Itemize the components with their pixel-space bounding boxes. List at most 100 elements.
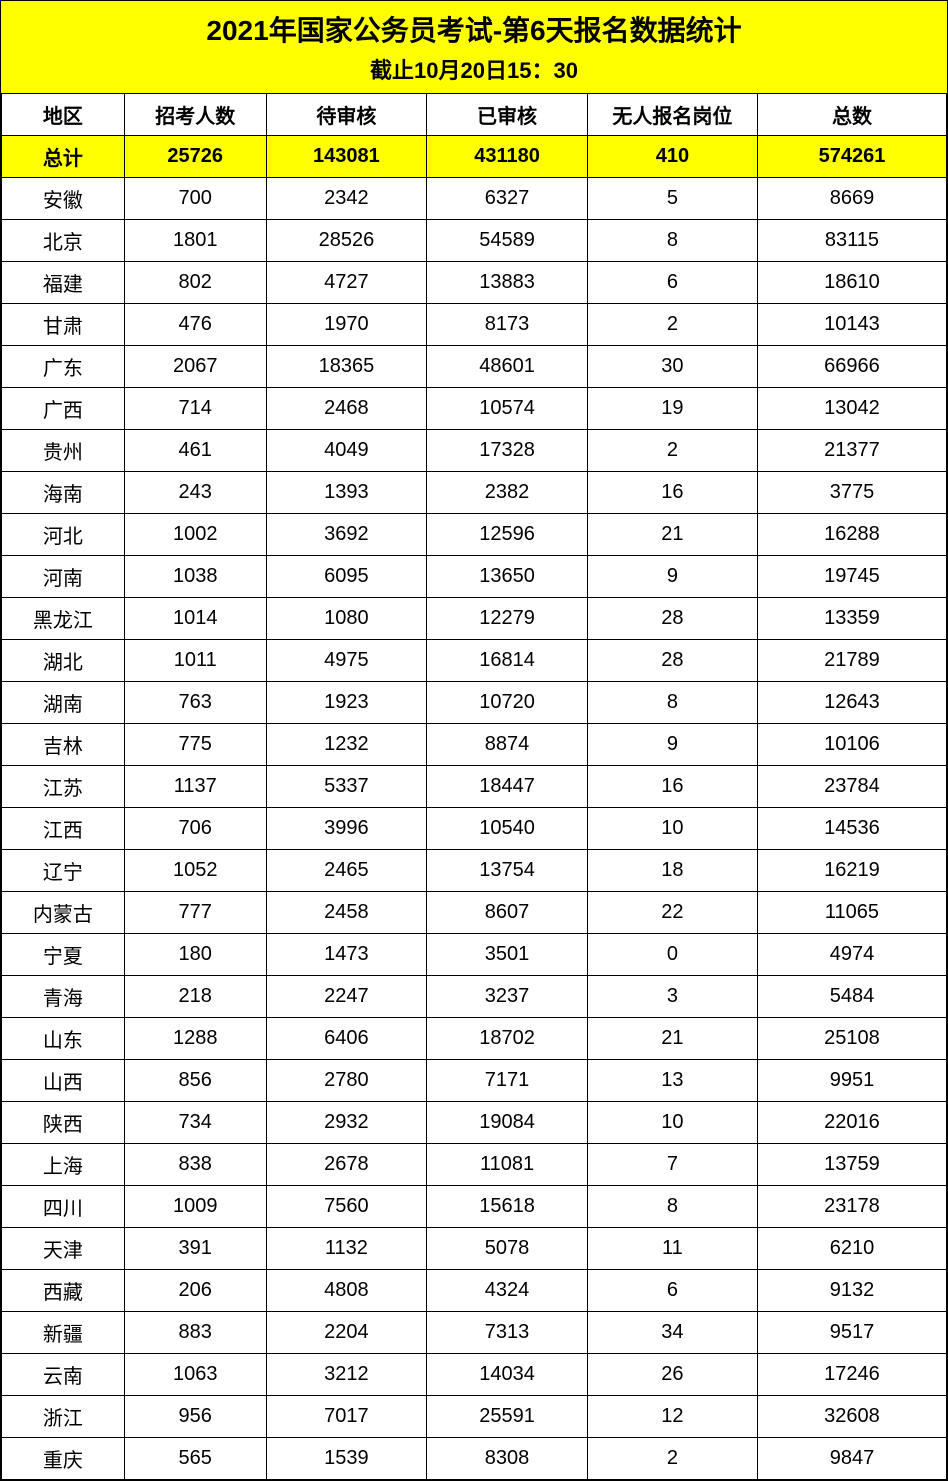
table-cell: 1038 bbox=[124, 556, 266, 598]
table-cell: 15618 bbox=[427, 1186, 588, 1228]
table-cell: 13759 bbox=[757, 1144, 946, 1186]
table-cell: 河北 bbox=[2, 514, 125, 556]
table-cell: 6327 bbox=[427, 178, 588, 220]
table-row: 海南24313932382163775 bbox=[2, 472, 947, 514]
col-header-recruit: 招考人数 bbox=[124, 94, 266, 136]
table-cell: 8 bbox=[587, 220, 757, 262]
table-cell: 6406 bbox=[266, 1018, 427, 1060]
table-cell: 2247 bbox=[266, 976, 427, 1018]
table-cell: 甘肃 bbox=[2, 304, 125, 346]
table-cell: 天津 bbox=[2, 1228, 125, 1270]
table-cell: 上海 bbox=[2, 1144, 125, 1186]
table-cell: 2204 bbox=[266, 1312, 427, 1354]
table-cell: 12643 bbox=[757, 682, 946, 724]
table-cell: 宁夏 bbox=[2, 934, 125, 976]
table-cell: 21 bbox=[587, 514, 757, 556]
table-row: 山西85627807171139951 bbox=[2, 1060, 947, 1102]
table-row: 安徽7002342632758669 bbox=[2, 178, 947, 220]
table-cell: 安徽 bbox=[2, 178, 125, 220]
table-cell: 180 bbox=[124, 934, 266, 976]
table-cell: 3237 bbox=[427, 976, 588, 1018]
table-cell: 4975 bbox=[266, 640, 427, 682]
table-cell: 23178 bbox=[757, 1186, 946, 1228]
table-cell: 10574 bbox=[427, 388, 588, 430]
page-title: 2021年国家公务员考试-第6天报名数据统计 bbox=[1, 1, 947, 51]
table-cell: 34 bbox=[587, 1312, 757, 1354]
table-cell: 湖南 bbox=[2, 682, 125, 724]
table-cell: 16288 bbox=[757, 514, 946, 556]
table-cell: 12279 bbox=[427, 598, 588, 640]
table-cell: 7 bbox=[587, 1144, 757, 1186]
table-cell: 28526 bbox=[266, 220, 427, 262]
table-cell: 206 bbox=[124, 1270, 266, 1312]
table-cell: 海南 bbox=[2, 472, 125, 514]
table-cell: 湖北 bbox=[2, 640, 125, 682]
table-cell: 706 bbox=[124, 808, 266, 850]
table-row: 山东12886406187022125108 bbox=[2, 1018, 947, 1060]
table-row: 宁夏1801473350104974 bbox=[2, 934, 947, 976]
table-cell: 32608 bbox=[757, 1396, 946, 1438]
table-cell: 13650 bbox=[427, 556, 588, 598]
table-row: 湖北10114975168142821789 bbox=[2, 640, 947, 682]
table-cell: 6 bbox=[587, 262, 757, 304]
table-cell: 1009 bbox=[124, 1186, 266, 1228]
table-cell: 8 bbox=[587, 1186, 757, 1228]
table-cell: 2067 bbox=[124, 346, 266, 388]
table-cell: 2932 bbox=[266, 1102, 427, 1144]
table-row: 黑龙江10141080122792813359 bbox=[2, 598, 947, 640]
table-cell: 802 bbox=[124, 262, 266, 304]
table-cell: 13359 bbox=[757, 598, 946, 640]
table-cell: 734 bbox=[124, 1102, 266, 1144]
table-cell: 山东 bbox=[2, 1018, 125, 1060]
totals-recruit: 25726 bbox=[124, 136, 266, 178]
table-cell: 广东 bbox=[2, 346, 125, 388]
table-cell: 714 bbox=[124, 388, 266, 430]
table-cell: 30 bbox=[587, 346, 757, 388]
table-cell: 11 bbox=[587, 1228, 757, 1270]
table-cell: 1080 bbox=[266, 598, 427, 640]
table-cell: 7017 bbox=[266, 1396, 427, 1438]
table-cell: 28 bbox=[587, 598, 757, 640]
table-cell: 18 bbox=[587, 850, 757, 892]
table-cell: 北京 bbox=[2, 220, 125, 262]
table-row: 福建802472713883618610 bbox=[2, 262, 947, 304]
table-cell: 2342 bbox=[266, 178, 427, 220]
table-cell: 1002 bbox=[124, 514, 266, 556]
table-cell: 856 bbox=[124, 1060, 266, 1102]
table-cell: 3 bbox=[587, 976, 757, 1018]
table-cell: 四川 bbox=[2, 1186, 125, 1228]
col-header-pending: 待审核 bbox=[266, 94, 427, 136]
table-row: 青海2182247323735484 bbox=[2, 976, 947, 1018]
table-cell: 19084 bbox=[427, 1102, 588, 1144]
table-cell: 10540 bbox=[427, 808, 588, 850]
table-cell: 8874 bbox=[427, 724, 588, 766]
table-cell: 青海 bbox=[2, 976, 125, 1018]
table-cell: 吉林 bbox=[2, 724, 125, 766]
table-cell: 5078 bbox=[427, 1228, 588, 1270]
table-cell: 565 bbox=[124, 1438, 266, 1480]
stats-table-container: 2021年国家公务员考试-第6天报名数据统计 截止10月20日15：30 地区 … bbox=[0, 0, 948, 1481]
table-cell: 1232 bbox=[266, 724, 427, 766]
table-cell: 1923 bbox=[266, 682, 427, 724]
table-cell: 8669 bbox=[757, 178, 946, 220]
table-cell: 4808 bbox=[266, 1270, 427, 1312]
table-row: 广东206718365486013066966 bbox=[2, 346, 947, 388]
table-cell: 838 bbox=[124, 1144, 266, 1186]
table-cell: 17246 bbox=[757, 1354, 946, 1396]
table-cell: 6210 bbox=[757, 1228, 946, 1270]
table-cell: 5337 bbox=[266, 766, 427, 808]
table-cell: 5 bbox=[587, 178, 757, 220]
table-row: 北京18012852654589883115 bbox=[2, 220, 947, 262]
table-cell: 贵州 bbox=[2, 430, 125, 472]
table-row: 江苏11375337184471623784 bbox=[2, 766, 947, 808]
table-cell: 19 bbox=[587, 388, 757, 430]
table-row: 辽宁10522465137541816219 bbox=[2, 850, 947, 892]
table-cell: 18702 bbox=[427, 1018, 588, 1060]
table-row: 吉林77512328874910106 bbox=[2, 724, 947, 766]
table-cell: 777 bbox=[124, 892, 266, 934]
table-cell: 22 bbox=[587, 892, 757, 934]
table-cell: 218 bbox=[124, 976, 266, 1018]
table-cell: 28 bbox=[587, 640, 757, 682]
table-cell: 18610 bbox=[757, 262, 946, 304]
table-row: 新疆88322047313349517 bbox=[2, 1312, 947, 1354]
